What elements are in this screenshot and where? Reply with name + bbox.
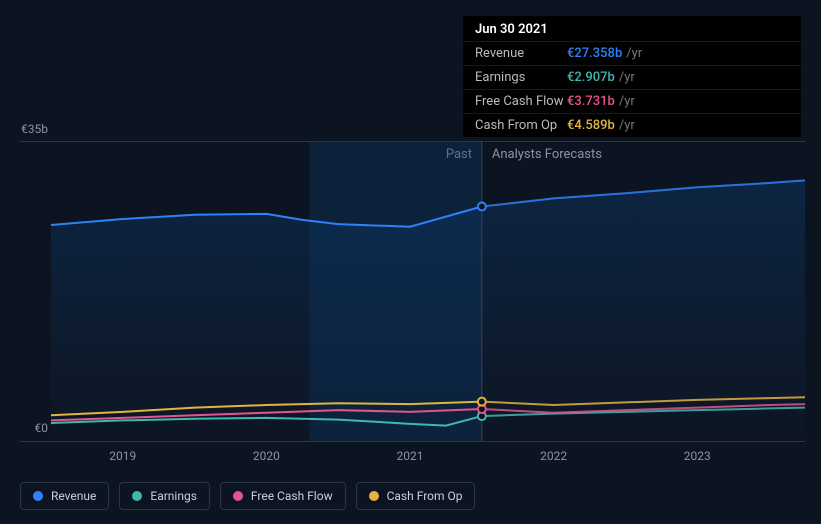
tooltip-row: Free Cash Flow€3.731b/yr: [463, 89, 801, 113]
tooltip-value: €4.589b: [567, 118, 615, 133]
earnings-revenue-chart: €35b €0 2019 2020 2021 2022 2023 Past An…: [0, 0, 821, 524]
tooltip-label: Revenue: [475, 46, 567, 61]
tooltip-row: Revenue€27.358b/yr: [463, 41, 801, 65]
chart-tooltip: Jun 30 2021 Revenue€27.358b/yrEarnings€2…: [463, 16, 801, 137]
tooltip-label: Free Cash Flow: [475, 94, 567, 109]
tooltip-value: €27.358b: [567, 46, 622, 61]
tooltip-suffix: /yr: [619, 94, 635, 109]
tooltip-suffix: /yr: [619, 118, 635, 133]
tooltip-value: €2.907b: [567, 70, 615, 85]
tooltip-suffix: /yr: [626, 46, 642, 61]
tooltip-label: Earnings: [475, 70, 567, 85]
tooltip-suffix: /yr: [619, 70, 635, 85]
tooltip-row: Earnings€2.907b/yr: [463, 65, 801, 89]
tooltip-row: Cash From Op€4.589b/yr: [463, 113, 801, 137]
tooltip-date: Jun 30 2021: [463, 16, 801, 41]
tooltip-value: €3.731b: [567, 94, 615, 109]
tooltip-label: Cash From Op: [475, 118, 567, 133]
